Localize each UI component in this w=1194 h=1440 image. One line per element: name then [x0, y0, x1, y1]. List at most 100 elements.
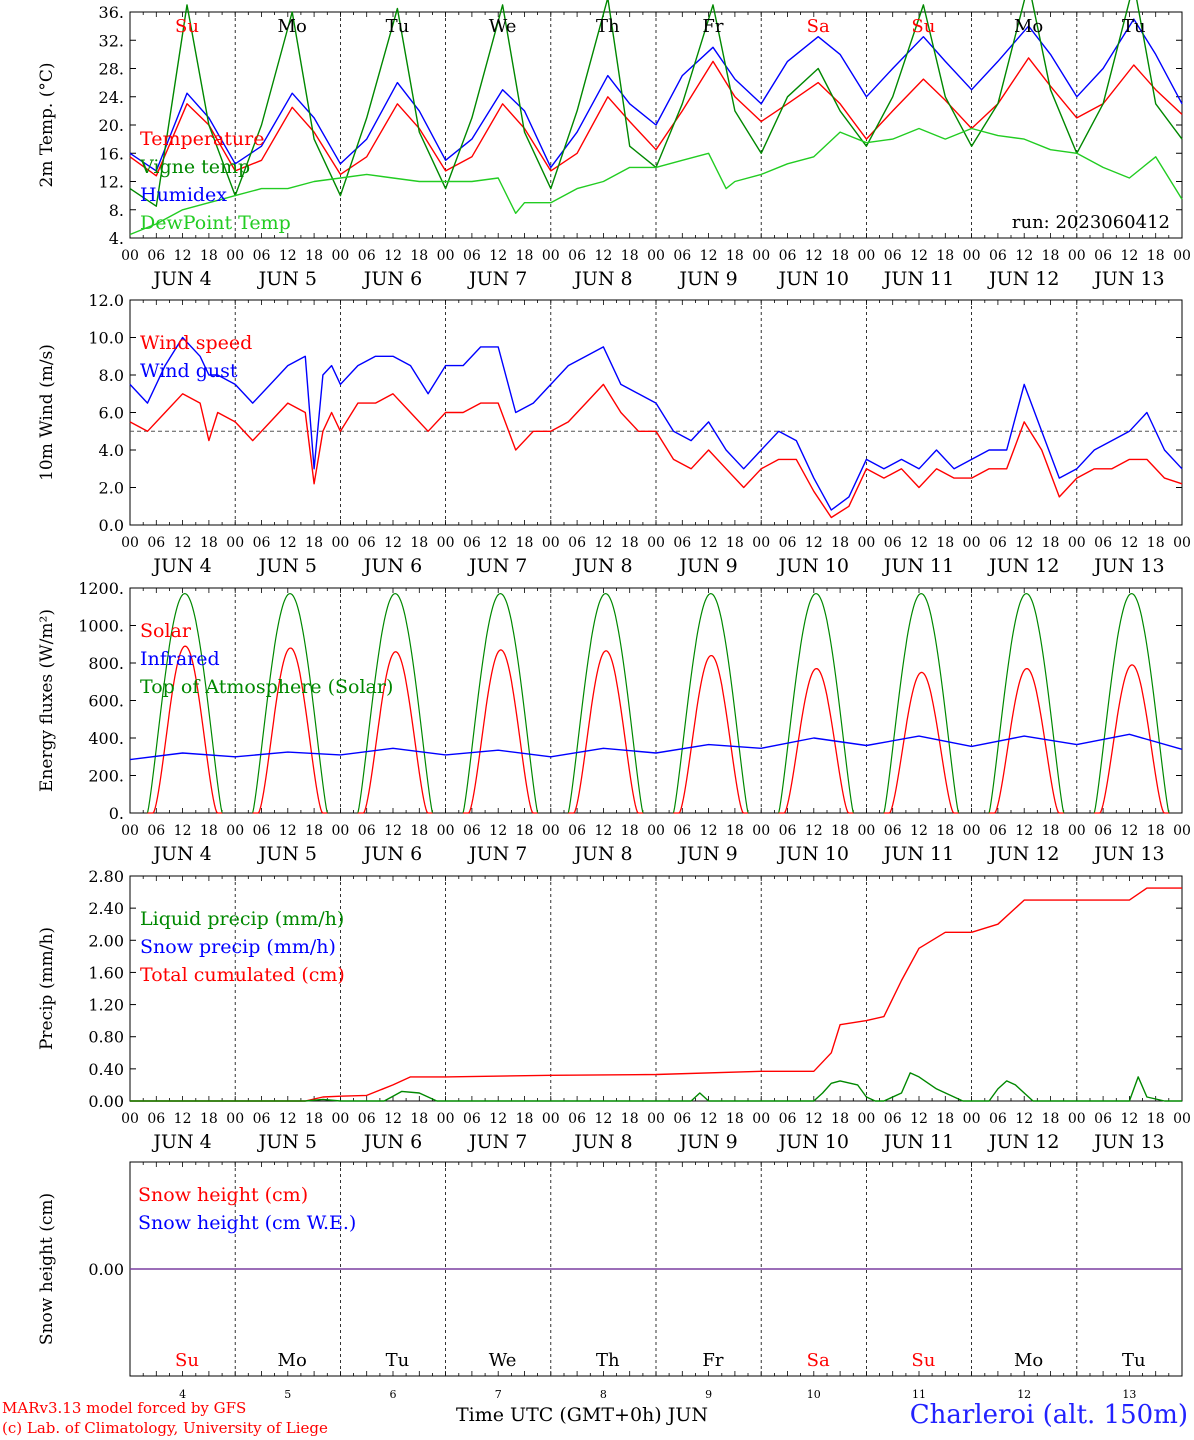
date-label: JUN 12: [987, 555, 1059, 577]
hour-tick-label: 12: [489, 1111, 507, 1127]
hour-tick-label: 00: [437, 823, 455, 839]
toa-solar-line: [988, 592, 1065, 814]
date-label: JUN 7: [467, 268, 527, 290]
hour-tick-label: 12: [1015, 823, 1033, 839]
day-number-label: 9: [705, 1388, 712, 1401]
date-label: JUN 9: [677, 555, 737, 577]
hour-tick-label: 06: [989, 1111, 1007, 1127]
solar-line: [252, 647, 328, 814]
temperature-line: [129, 57, 1183, 177]
hour-tick-label: 06: [358, 1111, 376, 1127]
wind-y-tick-label: 10.0: [88, 329, 124, 348]
hour-tick-label: 06: [673, 535, 691, 551]
hour-tick-label: 00: [542, 1111, 560, 1127]
hour-tick-label: 06: [147, 1111, 165, 1127]
temp-y-tick-label: 16.: [99, 144, 124, 163]
hour-tick-label: 06: [779, 535, 797, 551]
wind-y-tick-label: 0.0: [99, 516, 124, 535]
infrared-line: [129, 733, 1183, 761]
hour-tick-label: 12: [174, 535, 192, 551]
legend-entry: Infrared: [140, 648, 220, 670]
legend-entry: Humidex: [140, 184, 227, 206]
hour-tick-label: 06: [147, 248, 165, 264]
hour-tick-label: 00: [647, 535, 665, 551]
hour-tick-label: 06: [989, 248, 1007, 264]
hour-tick-label: 18: [410, 535, 428, 551]
weekday-label: We: [489, 1350, 517, 1371]
solar-line: [1094, 664, 1169, 814]
hour-tick-label: 06: [568, 823, 586, 839]
hour-tick-label: 00: [752, 823, 770, 839]
legend-entry: Vigne temp: [139, 156, 250, 178]
hour-tick-label: 06: [147, 535, 165, 551]
hour-tick-label: 00: [331, 535, 349, 551]
day-number-label: 4: [179, 1388, 186, 1401]
legend-entry: Snow precip (mm/h): [140, 936, 336, 958]
hour-tick-label: 06: [568, 1111, 586, 1127]
hour-tick-label: 18: [410, 1111, 428, 1127]
hour-tick-label: 12: [279, 1111, 297, 1127]
station-name: Charleroi (alt. 150m): [909, 1400, 1188, 1430]
hour-tick-label: 12: [384, 1111, 402, 1127]
date-label: JUN 13: [1092, 843, 1164, 865]
hour-tick-label: 06: [779, 1111, 797, 1127]
hour-tick-label: 06: [253, 1111, 271, 1127]
weekday-label: Su: [175, 1350, 199, 1371]
date-label: JUN 8: [572, 843, 632, 865]
date-label: JUN 7: [467, 843, 527, 865]
hour-tick-label: 06: [463, 535, 481, 551]
toa-solar-line: [883, 592, 960, 814]
solar-line: [357, 651, 433, 814]
date-label: JUN 13: [1092, 555, 1164, 577]
precip-y-tick-label: 2.80: [88, 867, 124, 886]
hour-tick-label: 18: [305, 535, 323, 551]
date-label: JUN 11: [882, 1131, 954, 1153]
hour-tick-label: 00: [542, 823, 560, 839]
hour-tick-label: 18: [621, 823, 639, 839]
date-label: JUN 5: [257, 1131, 317, 1153]
hour-tick-label: 18: [305, 1111, 323, 1127]
hour-tick-label: 06: [568, 535, 586, 551]
hour-tick-label: 06: [568, 248, 586, 264]
date-label: JUN 6: [362, 1131, 422, 1153]
hour-tick-label: 06: [1094, 535, 1112, 551]
date-label: JUN 8: [572, 1131, 632, 1153]
legend-entry: Liquid precip (mm/h): [140, 908, 344, 930]
hour-tick-label: 12: [174, 823, 192, 839]
energy-y-tick-label: 800.: [88, 654, 124, 673]
wind-y-tick-label: 12.0: [88, 291, 124, 310]
hour-tick-label: 18: [516, 823, 534, 839]
hour-tick-label: 12: [489, 823, 507, 839]
hour-tick-label: 06: [358, 823, 376, 839]
solar-line: [673, 654, 748, 814]
hour-tick-label: 00: [542, 535, 560, 551]
day-number-label: 5: [284, 1388, 291, 1401]
temp-y-tick-label: 36.: [99, 3, 124, 22]
date-label: JUN 11: [882, 555, 954, 577]
wind-y-tick-label: 6.0: [99, 404, 124, 423]
hour-tick-label: 06: [1094, 823, 1112, 839]
date-label: JUN 5: [257, 268, 317, 290]
humidex-line: [129, 18, 1183, 172]
hour-tick-label: 00: [1068, 248, 1086, 264]
date-label: JUN 10: [777, 843, 849, 865]
day-number-label: 11: [912, 1388, 926, 1401]
hour-tick-label: 06: [1094, 1111, 1112, 1127]
energy-y-tick-label: 0.: [109, 804, 124, 823]
date-label: JUN 4: [151, 268, 211, 290]
day-number-label: 10: [807, 1388, 821, 1401]
hour-tick-label: 12: [910, 1111, 928, 1127]
date-label: JUN 4: [151, 555, 211, 577]
hour-tick-label: 00: [1068, 535, 1086, 551]
toa-solar-line: [146, 592, 223, 814]
weekday-label: Tu: [1122, 1350, 1146, 1371]
hour-tick-label: 12: [700, 823, 718, 839]
hour-tick-label: 00: [331, 248, 349, 264]
hour-tick-label: 18: [1042, 248, 1060, 264]
hour-tick-label: 18: [1147, 823, 1165, 839]
hour-tick-label: 00: [647, 823, 665, 839]
hour-tick-label: 18: [516, 535, 534, 551]
date-label: JUN 8: [572, 268, 632, 290]
solar-line: [778, 668, 854, 814]
